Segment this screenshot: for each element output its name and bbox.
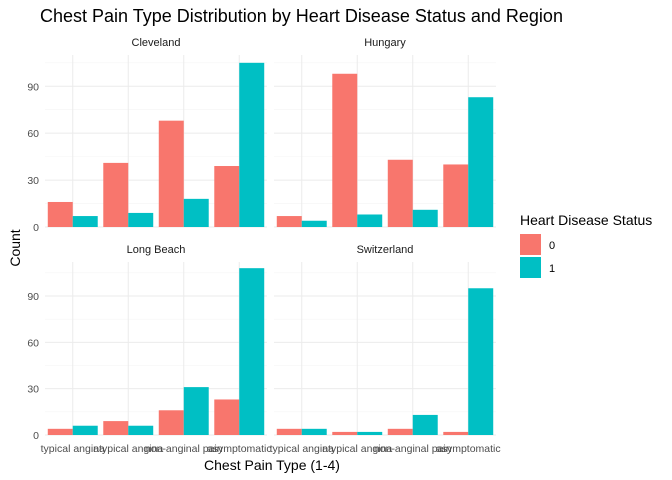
bar-hungary-atypical-angina-status-0 xyxy=(332,73,358,227)
x-tick-label: typical angina xyxy=(41,443,105,455)
bar-cleveland-atypical-angina-status-0 xyxy=(103,162,129,227)
bar-cleveland-atypical-angina-status-1 xyxy=(128,212,154,227)
legend-swatch-1 xyxy=(520,257,541,278)
bar-switzerland-asymptomatic-status-0 xyxy=(443,431,469,435)
bar-hungary-typical-angina-status-0 xyxy=(276,216,302,227)
legend-swatch-0 xyxy=(520,234,541,255)
bar-long-beach-atypical-angina-status-1 xyxy=(128,425,154,435)
x-tick-label: atypical angina xyxy=(93,443,163,455)
bar-hungary-non-anginal-pain-status-1 xyxy=(412,209,438,227)
x-tick-label: typical angina xyxy=(270,443,334,455)
facet-strip-label: Cleveland xyxy=(132,37,181,49)
legend: Heart Disease Status 0 1 xyxy=(520,212,652,278)
x-tick-label: asymptomatic xyxy=(436,443,501,455)
bar-long-beach-non-anginal-pain-status-1 xyxy=(183,387,209,435)
facet-strip-label: Hungary xyxy=(364,37,406,49)
x-tick-label: non-anginal pain xyxy=(374,443,452,455)
y-tick-label: 90 xyxy=(27,81,39,93)
chart-title: Chest Pain Type Distribution by Heart Di… xyxy=(40,6,563,26)
bar-hungary-typical-angina-status-1 xyxy=(301,220,327,227)
bar-long-beach-atypical-angina-status-0 xyxy=(103,421,129,435)
bar-hungary-non-anginal-pain-status-0 xyxy=(387,159,413,227)
facet-panel-long-beach: Long Beach 0 30 60 90 xyxy=(27,244,267,442)
bar-long-beach-typical-angina-status-0 xyxy=(47,428,73,435)
x-tick-label: atypical angina xyxy=(322,443,392,455)
facet-panel-cleveland: Cleveland 0 30 60 90 xyxy=(27,37,267,234)
y-tick-label: 0 xyxy=(33,222,39,234)
y-tick-label: 90 xyxy=(27,291,39,303)
y-tick-label: 60 xyxy=(27,337,39,349)
y-tick-label: 0 xyxy=(33,430,39,442)
facet-strip-label: Switzerland xyxy=(357,244,414,256)
y-axis-title: Count xyxy=(7,229,23,266)
bar-hungary-asymptomatic-status-0 xyxy=(443,164,469,227)
bar-cleveland-non-anginal-pain-status-1 xyxy=(183,198,209,227)
y-tick-label: 60 xyxy=(27,128,39,140)
bar-switzerland-typical-angina-status-0 xyxy=(276,428,302,435)
bar-switzerland-non-anginal-pain-status-1 xyxy=(412,414,438,435)
bar-cleveland-typical-angina-status-0 xyxy=(47,201,73,227)
bar-hungary-atypical-angina-status-1 xyxy=(357,214,383,227)
x-axis-title: Chest Pain Type (1-4) xyxy=(204,457,340,473)
bar-cleveland-non-anginal-pain-status-0 xyxy=(158,120,184,227)
bar-cleveland-typical-angina-status-1 xyxy=(72,216,98,227)
legend-label-1: 1 xyxy=(549,263,555,275)
bar-switzerland-typical-angina-status-1 xyxy=(301,428,327,435)
bar-hungary-asymptomatic-status-1 xyxy=(468,97,494,227)
facet-panel-hungary: Hungary xyxy=(274,37,496,228)
x-tick-label: asymptomatic xyxy=(207,443,272,455)
y-tick-label: 30 xyxy=(27,384,39,396)
facet-panel-switzerland: Switzerland xyxy=(274,244,496,436)
facet-strip-label: Long Beach xyxy=(127,244,186,256)
bar-cleveland-asymptomatic-status-0 xyxy=(214,166,240,227)
bar-long-beach-asymptomatic-status-1 xyxy=(239,268,265,435)
legend-title: Heart Disease Status xyxy=(520,212,652,228)
bar-long-beach-asymptomatic-status-0 xyxy=(214,399,240,435)
legend-label-0: 0 xyxy=(549,240,555,252)
bar-switzerland-non-anginal-pain-status-0 xyxy=(387,428,413,435)
x-tick-label: non-anginal pain xyxy=(145,443,223,455)
bar-switzerland-asymptomatic-status-1 xyxy=(468,288,494,435)
bar-long-beach-non-anginal-pain-status-0 xyxy=(158,410,184,435)
bar-long-beach-typical-angina-status-1 xyxy=(72,425,98,435)
chart-panels: Cleveland 0 30 60 90 Hungary Long Beach 0 30 60 90… xyxy=(27,37,496,442)
bar-cleveland-asymptomatic-status-1 xyxy=(239,62,265,228)
bar-switzerland-atypical-angina-status-1 xyxy=(357,431,383,435)
bar-switzerland-atypical-angina-status-0 xyxy=(332,431,358,435)
y-tick-label: 30 xyxy=(27,175,39,187)
